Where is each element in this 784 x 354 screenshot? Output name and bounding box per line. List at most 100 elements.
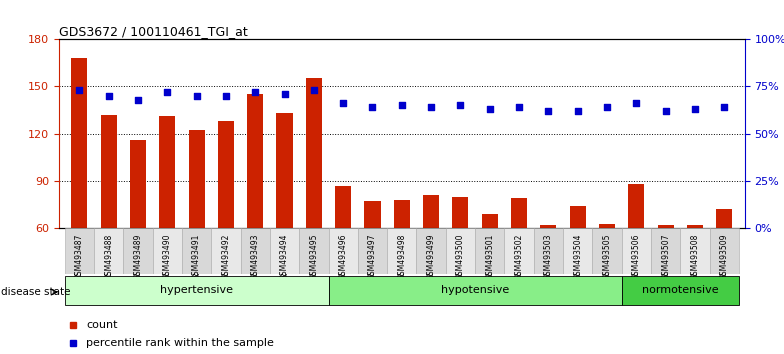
Bar	[64, 228, 94, 274]
Bar	[710, 228, 739, 274]
Point	[132, 97, 144, 102]
Bar	[416, 228, 446, 274]
Bar	[270, 228, 299, 274]
Bar	[446, 228, 475, 274]
Text: normotensive: normotensive	[642, 285, 719, 295]
Bar	[504, 228, 534, 274]
Point	[542, 108, 554, 114]
Text: GSM493496: GSM493496	[339, 234, 347, 280]
Bar	[153, 228, 182, 274]
Bar	[452, 197, 469, 228]
Text: GSM493500: GSM493500	[456, 234, 465, 280]
Point	[191, 93, 203, 98]
Point	[513, 104, 525, 110]
Bar	[622, 276, 739, 304]
Text: GSM493498: GSM493498	[397, 234, 406, 280]
Point	[73, 87, 85, 93]
Point	[484, 106, 496, 112]
Text: GSM493489: GSM493489	[133, 234, 143, 280]
Point	[688, 106, 701, 112]
Text: GSM493501: GSM493501	[485, 234, 494, 280]
Point	[425, 104, 437, 110]
Bar	[365, 201, 380, 228]
Bar	[475, 228, 504, 274]
Text: GSM493488: GSM493488	[104, 234, 113, 280]
Text: GSM493497: GSM493497	[368, 234, 377, 280]
Bar	[511, 198, 527, 228]
Text: GSM493492: GSM493492	[221, 234, 230, 280]
Text: GSM493499: GSM493499	[426, 234, 436, 280]
Text: GSM493508: GSM493508	[691, 234, 699, 280]
Bar	[241, 228, 270, 274]
Bar	[570, 206, 586, 228]
Bar	[481, 214, 498, 228]
Bar	[188, 131, 205, 228]
Text: GSM493487: GSM493487	[74, 234, 84, 280]
Bar	[651, 228, 681, 274]
Bar	[717, 210, 732, 228]
Bar	[159, 116, 176, 228]
Bar	[358, 228, 387, 274]
Point	[366, 104, 379, 110]
Bar	[622, 228, 651, 274]
Bar	[687, 225, 703, 228]
Point	[103, 93, 115, 98]
Bar	[182, 228, 211, 274]
Text: GSM493491: GSM493491	[192, 234, 201, 280]
Bar	[130, 140, 146, 228]
Text: disease state: disease state	[1, 287, 71, 297]
Text: GSM493493: GSM493493	[251, 234, 260, 280]
Text: GSM493494: GSM493494	[280, 234, 289, 280]
Point	[718, 104, 731, 110]
Point	[220, 93, 232, 98]
Bar	[218, 121, 234, 228]
Bar	[123, 228, 153, 274]
Point	[454, 102, 466, 108]
Text: GSM493504: GSM493504	[573, 234, 583, 280]
Bar	[335, 186, 351, 228]
Point	[307, 87, 320, 93]
Text: GDS3672 / 100110461_TGI_at: GDS3672 / 100110461_TGI_at	[59, 25, 248, 38]
Bar	[277, 113, 292, 228]
Point	[337, 101, 350, 106]
Point	[659, 108, 672, 114]
Bar	[423, 195, 439, 228]
Point	[278, 91, 291, 97]
Bar	[94, 228, 123, 274]
Text: percentile rank within the sample: percentile rank within the sample	[86, 338, 274, 348]
Text: GSM493495: GSM493495	[310, 234, 318, 280]
Text: hypertensive: hypertensive	[160, 285, 233, 295]
Bar	[328, 276, 622, 304]
Bar	[563, 228, 593, 274]
Bar	[387, 228, 416, 274]
Bar	[681, 228, 710, 274]
Text: GSM493506: GSM493506	[632, 234, 641, 280]
Bar	[64, 276, 328, 304]
Text: GSM493507: GSM493507	[661, 234, 670, 280]
Bar	[534, 228, 563, 274]
Bar	[599, 224, 615, 228]
Bar	[71, 58, 87, 228]
Bar	[540, 225, 557, 228]
Point	[161, 89, 173, 95]
Point	[601, 104, 613, 110]
Text: GSM493505: GSM493505	[603, 234, 612, 280]
Text: GSM493503: GSM493503	[544, 234, 553, 280]
Text: hypotensive: hypotensive	[441, 285, 510, 295]
Point	[395, 102, 408, 108]
Bar	[628, 184, 644, 228]
Bar	[328, 228, 358, 274]
Text: GSM493509: GSM493509	[720, 234, 729, 280]
Bar	[100, 115, 117, 228]
Bar	[306, 78, 322, 228]
Text: GSM493490: GSM493490	[163, 234, 172, 280]
Text: GSM493502: GSM493502	[514, 234, 524, 280]
Bar	[211, 228, 241, 274]
Bar	[299, 228, 328, 274]
Bar	[394, 200, 410, 228]
Point	[572, 108, 584, 114]
Text: count: count	[86, 320, 118, 330]
Point	[249, 89, 262, 95]
Bar	[658, 225, 673, 228]
Point	[630, 101, 643, 106]
